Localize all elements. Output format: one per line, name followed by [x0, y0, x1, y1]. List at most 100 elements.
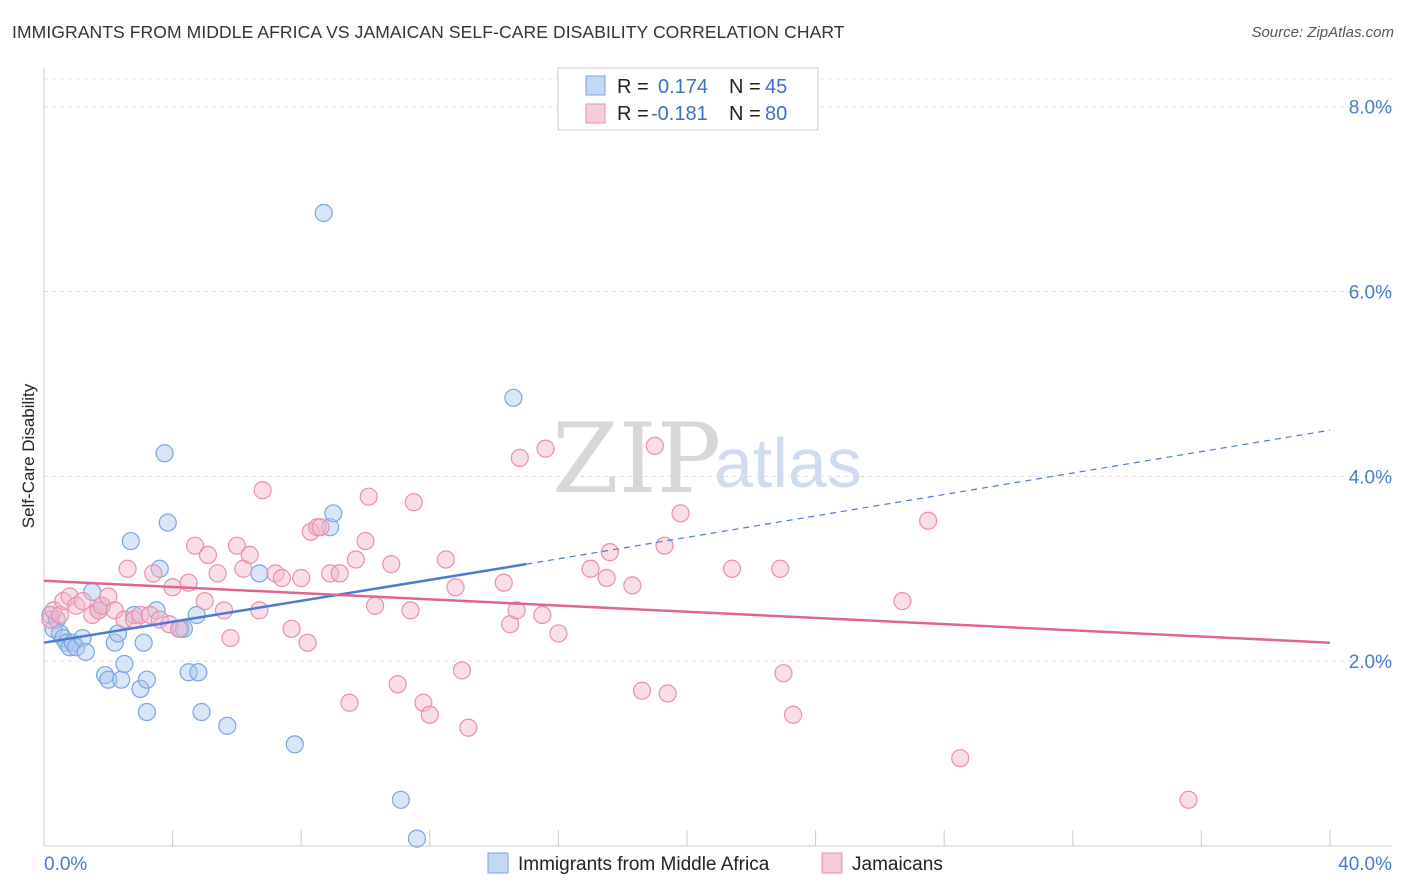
series-legend: Immigrants from Middle Africa Jamaicans [487, 852, 943, 875]
point-immigrants [324, 504, 343, 523]
point-jamaicans [404, 493, 423, 512]
point-jamaicans [50, 605, 70, 625]
point-jamaicans [298, 633, 317, 652]
bottom-legend-swatch-pink [821, 852, 843, 874]
point-jamaicans [446, 578, 465, 597]
point-jamaicans [382, 555, 401, 574]
series-immigrants-points [41, 203, 523, 848]
point-jamaicans [321, 564, 340, 583]
point-jamaicans [340, 693, 359, 712]
series-jamaicans-points [41, 436, 1198, 809]
point-immigrants [124, 605, 144, 625]
point-jamaicans [118, 559, 137, 578]
point-immigrants [189, 663, 208, 682]
legend-n-value-pink: 80 [765, 103, 787, 125]
point-immigrants [155, 444, 174, 463]
point-jamaicans [388, 675, 407, 694]
bottom-legend-label-blue: Immigrants from Middle Africa [518, 854, 770, 875]
legend-swatch-pink [585, 103, 606, 124]
chart-title: IMMIGRANTS FROM MIDDLE AFRICA VS JAMAICA… [12, 22, 845, 42]
chart-source: Source: ZipAtlas.com [1251, 24, 1394, 41]
y-tick-labels: 2.0% 4.0% 6.0% 8.0% [1349, 98, 1392, 673]
point-jamaicans [420, 705, 439, 724]
x-tick-label-max: 40.0% [1338, 854, 1392, 875]
y-tick-label: 4.0% [1349, 467, 1392, 488]
stats-legend: R = 0.174 N = 45 R = -0.181 N = 80 [557, 67, 819, 131]
legend-n-label-blue: N = [729, 76, 761, 98]
point-immigrants [134, 633, 153, 652]
point-jamaicans [494, 573, 513, 592]
point-immigrants [137, 670, 156, 689]
legend-r-label-blue: R = [617, 76, 649, 98]
point-jamaicans [581, 559, 600, 578]
y-tick-label: 8.0% [1349, 98, 1392, 119]
y-tick-label: 6.0% [1349, 283, 1392, 304]
point-jamaicans [221, 628, 240, 648]
point-immigrants [67, 638, 86, 657]
point-jamaicans [186, 536, 205, 555]
point-jamaicans [645, 436, 664, 455]
point-jamaicans [359, 487, 378, 506]
watermark-zip: ZIP [552, 403, 721, 515]
point-jamaicans [282, 619, 301, 638]
point-immigrants [131, 679, 150, 699]
point-jamaicans [623, 576, 642, 595]
point-immigrants [137, 702, 156, 722]
trend-lines [43, 429, 1331, 644]
x-tick-label-min: 0.0% [44, 854, 87, 875]
point-jamaicans [658, 684, 677, 703]
point-jamaicans [919, 511, 938, 530]
point-jamaicans [436, 550, 455, 569]
legend-r-value-blue: 0.174 [658, 76, 708, 98]
point-jamaicans [292, 568, 311, 588]
point-jamaicans [951, 749, 970, 768]
point-immigrants [321, 518, 340, 537]
point-jamaicans [311, 518, 330, 537]
legend-n-value-blue: 45 [765, 76, 787, 98]
watermark-atlas: atlas [714, 424, 862, 502]
point-jamaicans [507, 601, 526, 620]
point-jamaicans [533, 605, 552, 625]
x-ticks [43, 830, 1331, 846]
point-immigrants [314, 203, 333, 223]
point-jamaicans [250, 601, 269, 620]
trend-line-jamaicans [43, 579, 1331, 644]
watermark: ZIP atlas [552, 403, 862, 515]
point-immigrants [504, 388, 523, 407]
point-jamaicans [401, 601, 420, 620]
point-jamaicans [893, 592, 912, 611]
point-jamaicans [459, 718, 478, 737]
point-immigrants [250, 564, 269, 583]
trend-line-immigrants [43, 562, 527, 644]
point-jamaicans [131, 605, 150, 625]
point-jamaicans [722, 559, 742, 578]
point-jamaicans [356, 531, 375, 551]
point-immigrants [99, 670, 118, 689]
point-jamaicans [549, 624, 568, 643]
point-immigrants [121, 531, 140, 551]
point-jamaicans [1179, 790, 1198, 809]
point-jamaicans [774, 664, 793, 683]
point-jamaicans [597, 568, 616, 588]
bottom-legend-label-pink: Jamaicans [852, 854, 943, 875]
point-jamaicans [330, 564, 349, 583]
point-immigrants [115, 654, 134, 674]
point-jamaicans [240, 545, 259, 565]
point-jamaicans [198, 545, 218, 565]
legend-swatch-blue [585, 75, 606, 96]
point-jamaicans [600, 543, 619, 562]
point-immigrants [158, 513, 177, 532]
point-jamaicans [346, 550, 365, 569]
point-jamaicans [632, 681, 652, 700]
point-jamaicans [73, 592, 92, 611]
point-jamaicans [671, 504, 690, 523]
point-jamaicans [452, 661, 472, 680]
point-jamaicans [536, 439, 555, 458]
point-jamaicans [771, 559, 790, 578]
point-jamaicans [272, 568, 292, 588]
bottom-legend-swatch-blue [487, 852, 509, 874]
point-jamaicans [227, 536, 246, 555]
point-jamaicans [208, 564, 227, 583]
y-axis-title: Self-Care Disability [19, 383, 38, 528]
